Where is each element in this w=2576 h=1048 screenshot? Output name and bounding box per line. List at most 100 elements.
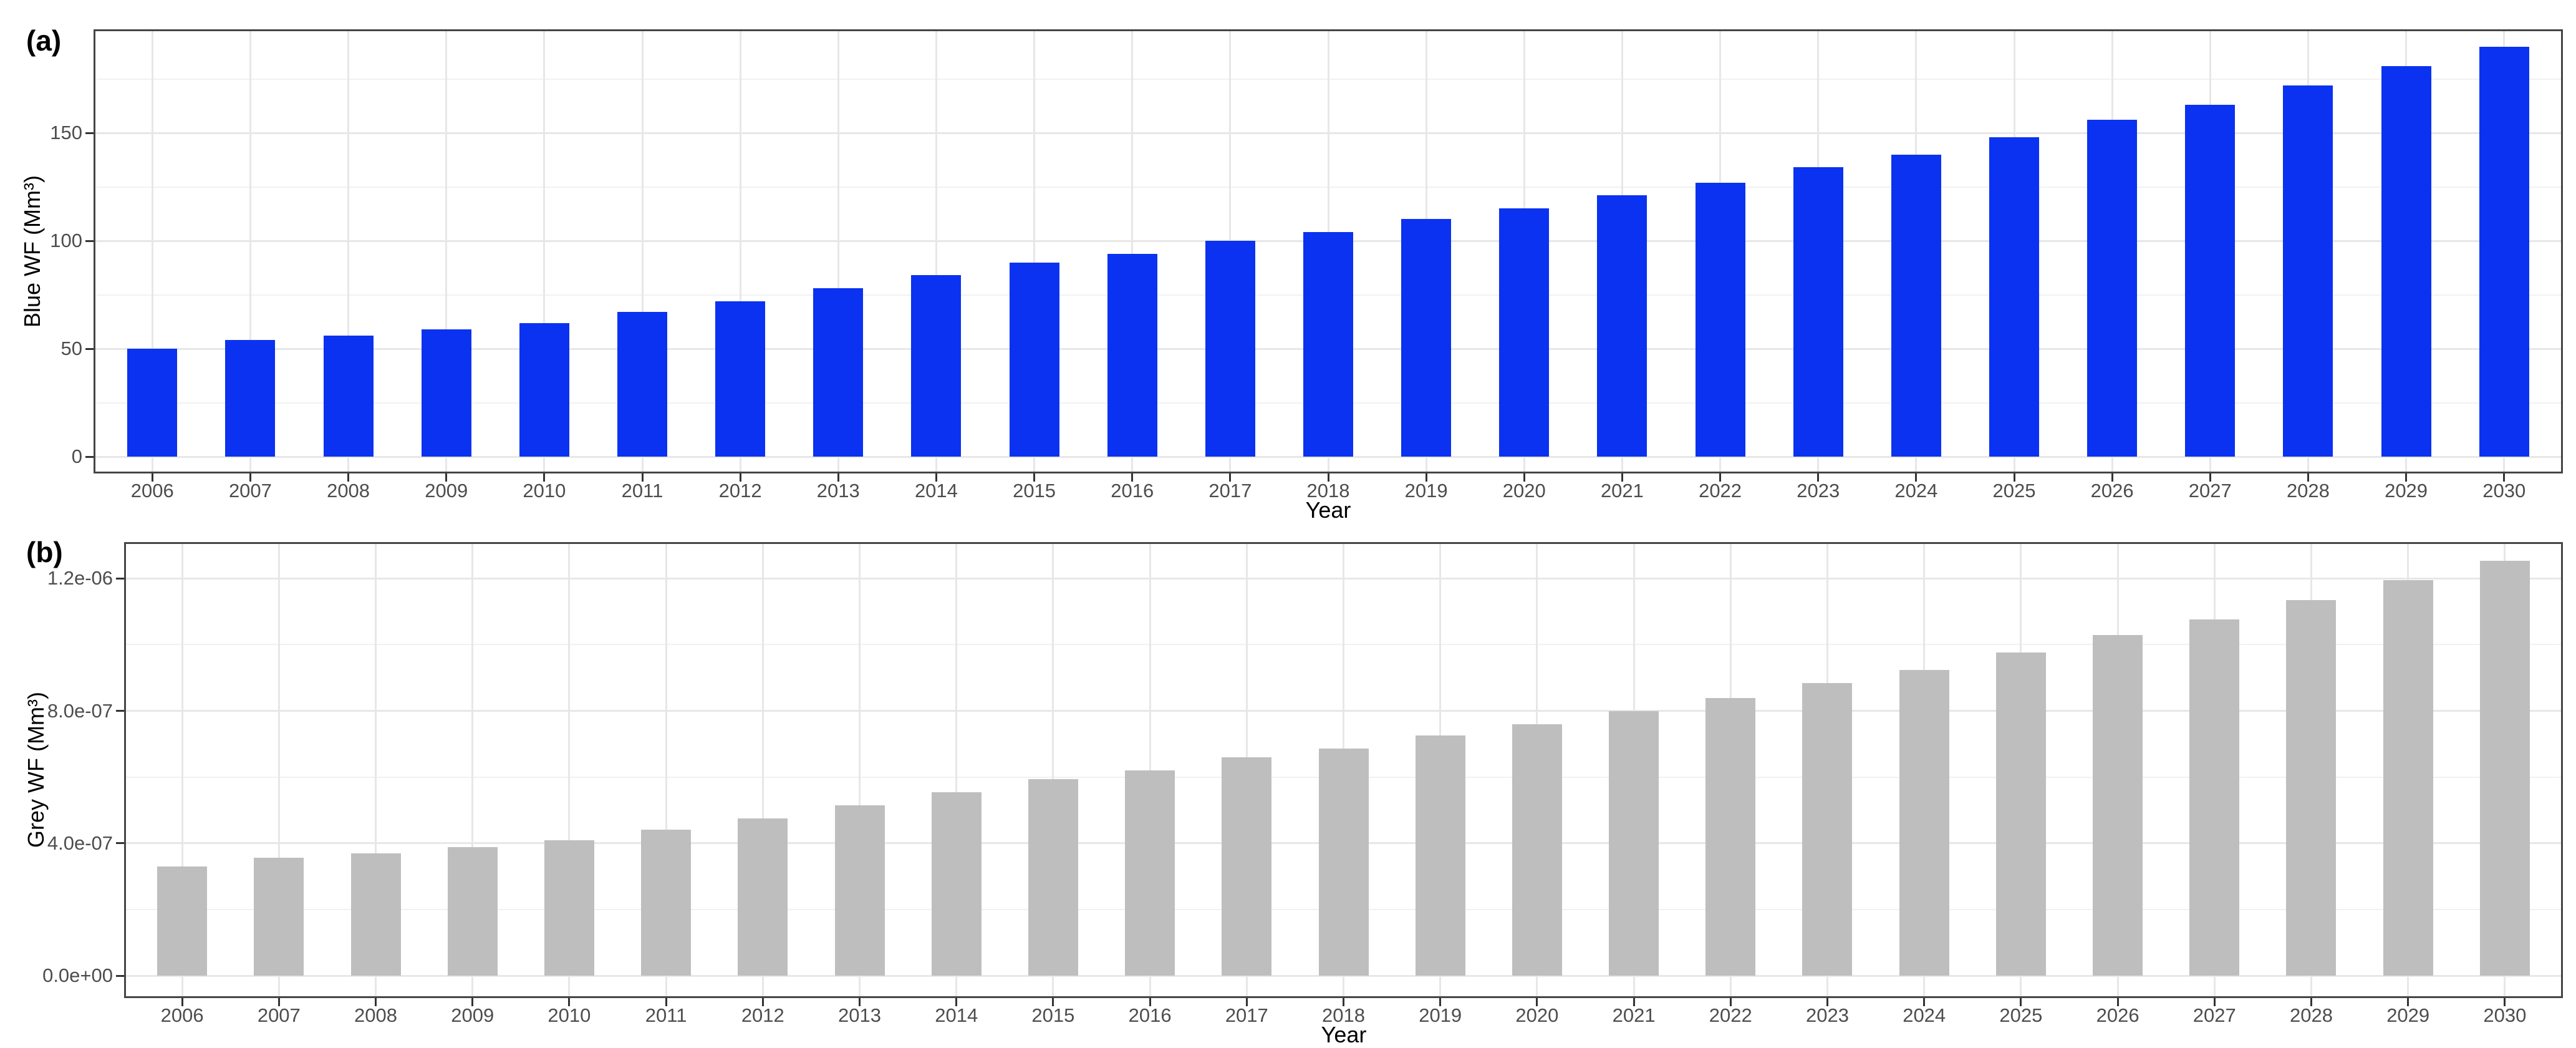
x-tick-mark xyxy=(2405,473,2408,482)
y-tick-mark xyxy=(116,842,124,845)
x-tick-mark xyxy=(2503,473,2506,482)
x-tick-label-2022: 2022 xyxy=(1699,480,1742,502)
x-tick-mark xyxy=(935,473,937,482)
bar-2030 xyxy=(2479,560,2530,976)
bar-2013 xyxy=(834,805,885,976)
bar-2009 xyxy=(421,329,471,457)
bar-2012 xyxy=(738,818,788,976)
gridline-vertical xyxy=(1131,29,1134,473)
bar-2012 xyxy=(715,301,766,457)
x-tick-mark xyxy=(471,998,474,1006)
bar-2010 xyxy=(519,323,569,457)
y-tick-label-8.0e-07: 8.0e-07 xyxy=(47,699,113,722)
x-tick-label-2019: 2019 xyxy=(1404,480,1448,502)
bar-2030 xyxy=(2479,46,2529,457)
x-tick-mark xyxy=(955,998,958,1006)
bar-2022 xyxy=(1705,698,1756,976)
y-tick-mark xyxy=(116,710,124,712)
x-tick-label-2006: 2006 xyxy=(130,480,174,502)
x-tick-label-2007: 2007 xyxy=(228,480,272,502)
gridline-vertical xyxy=(445,29,448,473)
bar-2021 xyxy=(1609,711,1659,976)
x-tick-label-2030: 2030 xyxy=(2483,1004,2527,1026)
x-tick-label-2025: 2025 xyxy=(1992,480,2036,502)
x-tick-label-2017: 2017 xyxy=(1225,1004,1268,1026)
x-tick-mark xyxy=(641,473,644,482)
x-tick-label-2016: 2016 xyxy=(1111,480,1154,502)
x-tick-mark xyxy=(859,998,861,1006)
y-tick-mark xyxy=(85,240,94,242)
x-tick-label-2008: 2008 xyxy=(327,480,370,502)
gridline-vertical xyxy=(1052,542,1054,998)
x-tick-mark xyxy=(1439,998,1442,1006)
x-tick-mark xyxy=(761,998,764,1006)
x-tick-mark xyxy=(1633,998,1635,1006)
bar-2006 xyxy=(157,866,208,976)
bar-2007 xyxy=(225,340,276,457)
bar-2024 xyxy=(1899,669,1949,976)
x-tick-mark xyxy=(2020,998,2022,1006)
x-tick-label-2008: 2008 xyxy=(354,1004,397,1026)
x-tick-label-2025: 2025 xyxy=(1999,1004,2043,1026)
x-tick-mark xyxy=(1131,473,1134,482)
x-tick-label-2024: 2024 xyxy=(1903,1004,1946,1026)
x-tick-mark xyxy=(249,473,251,482)
y-tick-mark xyxy=(116,974,124,977)
y-tick-label-1.2e-06: 1.2e-06 xyxy=(47,567,113,590)
bar-2016 xyxy=(1125,770,1175,976)
bar-2017 xyxy=(1205,241,1255,457)
x-tick-label-2007: 2007 xyxy=(257,1004,301,1026)
x-tick-mark xyxy=(2310,998,2312,1006)
x-tick-label-2028: 2028 xyxy=(2289,1004,2333,1026)
x-tick-mark xyxy=(1327,473,1329,482)
x-tick-mark xyxy=(277,998,280,1006)
gridline-vertical xyxy=(935,29,937,473)
x-tick-mark xyxy=(1523,473,1525,482)
bar-2028 xyxy=(2283,85,2333,457)
bar-2015 xyxy=(1009,262,1059,457)
x-tick-label-2022: 2022 xyxy=(1709,1004,1752,1026)
bar-2025 xyxy=(1995,652,2046,976)
x-tick-mark xyxy=(2504,998,2506,1006)
y-tick-label-0.0e+00: 0.0e+00 xyxy=(42,964,113,986)
x-tick-label-2028: 2028 xyxy=(2286,480,2330,502)
x-tick-label-2029: 2029 xyxy=(2385,480,2428,502)
x-tick-mark xyxy=(837,473,839,482)
x-tick-label-2011: 2011 xyxy=(645,1004,687,1026)
gridline-vertical xyxy=(151,29,153,473)
x-tick-label-2014: 2014 xyxy=(914,480,958,502)
panel-a-plot-area xyxy=(94,29,2563,473)
x-tick-label-2015: 2015 xyxy=(1031,1004,1075,1026)
x-tick-mark xyxy=(1343,998,1344,1006)
gridline-vertical xyxy=(568,542,571,998)
x-tick-mark xyxy=(1536,998,1538,1006)
x-tick-mark xyxy=(1719,473,1722,482)
x-tick-label-2014: 2014 xyxy=(935,1004,978,1026)
x-tick-label-2012: 2012 xyxy=(718,480,762,502)
x-tick-mark xyxy=(181,998,183,1006)
gridline-vertical xyxy=(1033,29,1036,473)
gridline-vertical xyxy=(837,29,839,473)
gridline-vertical xyxy=(739,29,741,473)
bar-2019 xyxy=(1415,735,1465,976)
x-tick-label-2023: 2023 xyxy=(1806,1004,1849,1026)
x-tick-label-2024: 2024 xyxy=(1894,480,1938,502)
x-tick-mark xyxy=(347,473,350,482)
y-tick-mark xyxy=(85,455,94,458)
x-tick-mark xyxy=(1149,998,1151,1006)
x-tick-mark xyxy=(739,473,741,482)
x-tick-label-2018: 2018 xyxy=(1322,1004,1365,1026)
bar-2016 xyxy=(1107,253,1157,457)
bar-2017 xyxy=(1222,757,1272,976)
x-tick-mark xyxy=(2407,998,2410,1006)
bar-2024 xyxy=(1891,154,1941,457)
bar-2008 xyxy=(323,336,374,457)
panel-b-plot-area xyxy=(124,542,2563,998)
bar-2014 xyxy=(911,275,962,457)
x-tick-mark xyxy=(543,473,546,482)
bar-2007 xyxy=(254,858,304,976)
x-tick-label-2015: 2015 xyxy=(1013,480,1056,502)
x-tick-label-2010: 2010 xyxy=(523,480,566,502)
x-tick-mark xyxy=(1229,473,1232,482)
